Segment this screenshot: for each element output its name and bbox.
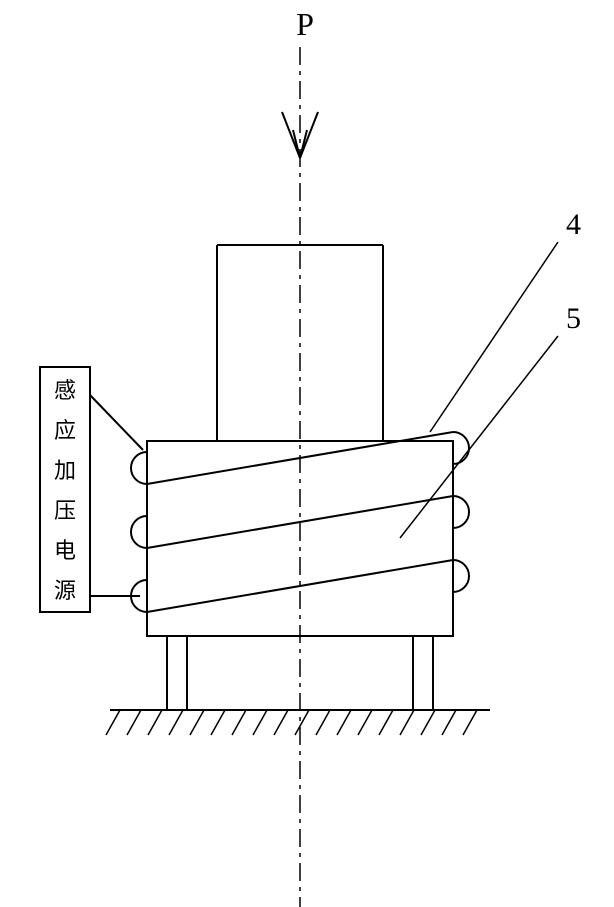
coil-left-arc-1 bbox=[131, 516, 147, 548]
lead-top bbox=[90, 395, 143, 450]
label-4: 4 bbox=[566, 208, 581, 241]
power-source-char-4: 电 bbox=[54, 538, 76, 563]
ground-hatch-0 bbox=[106, 710, 120, 735]
ground-hatch-3 bbox=[169, 710, 183, 735]
coil-left-arc-0 bbox=[131, 452, 147, 484]
power-source-char-2: 加 bbox=[54, 458, 76, 483]
label-p: P bbox=[296, 6, 314, 42]
ground-hatch-15 bbox=[421, 710, 435, 735]
power-source-char-0: 感 bbox=[54, 378, 76, 403]
ground-hatch-9 bbox=[295, 710, 309, 735]
ground-hatch-5 bbox=[211, 710, 225, 735]
power-source-char-5: 源 bbox=[54, 578, 76, 603]
ground-hatch-7 bbox=[253, 710, 267, 735]
ground-hatch-14 bbox=[400, 710, 414, 735]
ground-hatch-17 bbox=[463, 710, 477, 735]
coil-right-arc-2 bbox=[453, 560, 469, 592]
coil-cross-0 bbox=[147, 432, 453, 484]
ground-hatch-13 bbox=[379, 710, 393, 735]
ground-hatch-12 bbox=[358, 710, 372, 735]
ground-hatch-1 bbox=[127, 710, 141, 735]
ground-hatch-2 bbox=[148, 710, 162, 735]
ground-hatch-16 bbox=[442, 710, 456, 735]
ground-hatch-6 bbox=[232, 710, 246, 735]
power-source-box bbox=[40, 367, 90, 612]
power-source-char-1: 应 bbox=[54, 418, 76, 443]
ground-hatch-10 bbox=[316, 710, 330, 735]
power-source-char-3: 压 bbox=[54, 498, 76, 523]
ground-hatch-4 bbox=[190, 710, 204, 735]
ground-hatch-11 bbox=[337, 710, 351, 735]
coil-right-arc-1 bbox=[453, 496, 469, 528]
ground-hatch-8 bbox=[274, 710, 288, 735]
callout-4-line bbox=[430, 242, 558, 432]
label-5: 5 bbox=[566, 302, 581, 335]
